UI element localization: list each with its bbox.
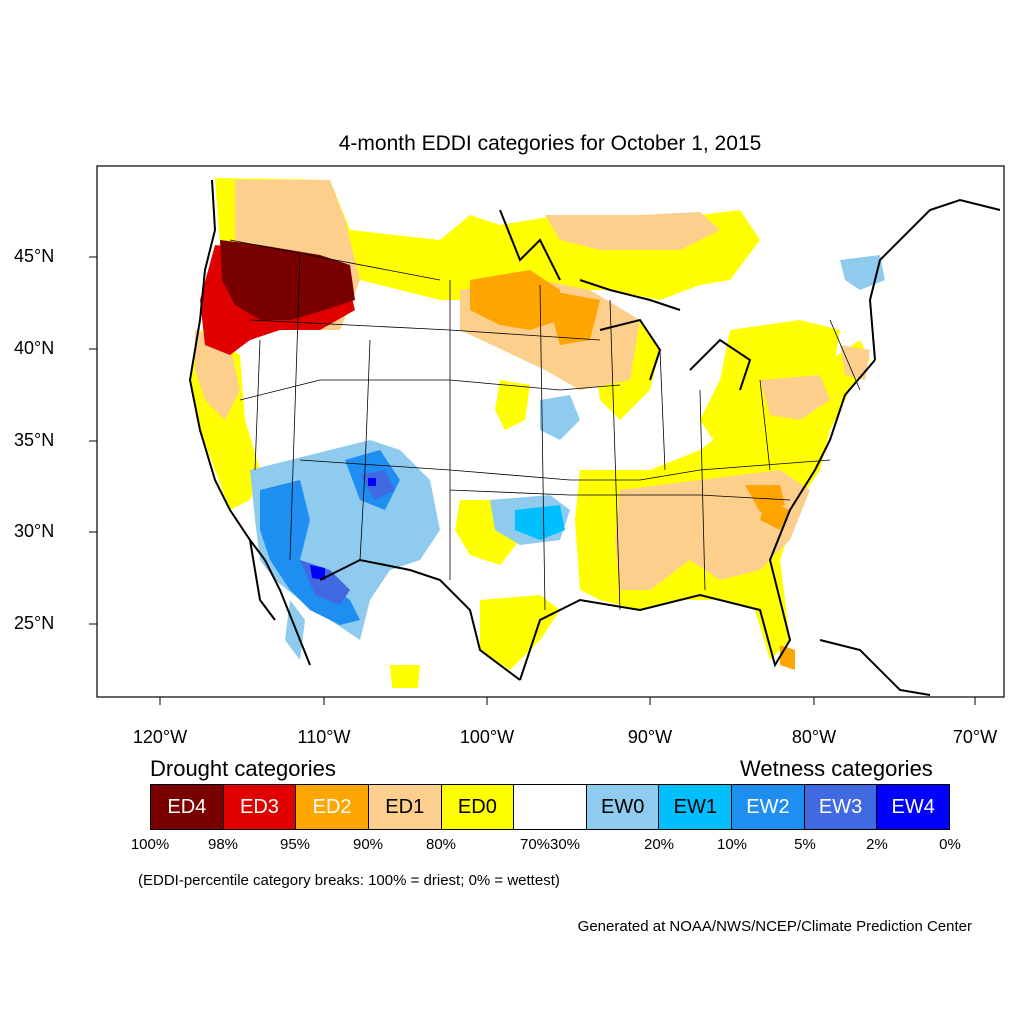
- legend-tick-label: 30%: [549, 836, 581, 853]
- legend-cell-ed0: ED0: [441, 785, 515, 829]
- coastlines: [188, 179, 1001, 696]
- lat-label-30n: 30°N: [14, 521, 55, 541]
- legend-cell-ed3: ED3: [223, 785, 297, 829]
- legend-tick-label: 95%: [279, 836, 311, 853]
- lon-label-100w: 100°W: [459, 727, 515, 747]
- legend-cell-ew3: EW3: [804, 785, 878, 829]
- lat-label-35n: 35°N: [14, 430, 55, 450]
- legend-cell-ew4: EW4: [877, 785, 950, 829]
- lon-label-120w: 120°W: [132, 727, 188, 747]
- category-break-note: (EDDI-percentile category breaks: 100% =…: [138, 872, 560, 889]
- legend-tick-label: 20%: [643, 836, 675, 853]
- ed4-areas: [220, 240, 355, 320]
- legend-wetness-heading: Wetness categories: [740, 756, 933, 781]
- lon-label-80w: 80°W: [791, 727, 837, 747]
- lat-label-40n: 40°N: [14, 338, 55, 358]
- map-frame: [96, 165, 1005, 698]
- legend-cell-ed4: ED4: [151, 785, 224, 829]
- legend-cell-neutral: [514, 785, 587, 829]
- footer-credit: Generated at NOAA/NWS/NCEP/Climate Predi…: [577, 918, 972, 935]
- legend-tick-label: 70%: [519, 836, 551, 853]
- legend-cell-ed1: ED1: [368, 785, 442, 829]
- lat-label-25n: 25°N: [14, 613, 55, 633]
- legend-tick-label: 10%: [716, 836, 748, 853]
- state-boundaries: [229, 239, 861, 611]
- axis-ticks: [89, 256, 976, 705]
- map-plot-area: [188, 178, 1001, 696]
- legend-tick-label: 2%: [866, 836, 888, 853]
- legend-colorbar: ED4 ED3 ED2 ED1 ED0 EW0 EW1 EW2 EW3 EW4: [150, 784, 950, 830]
- legend-tick-label: 100%: [130, 836, 170, 853]
- legend-drought-heading: Drought categories: [150, 756, 336, 781]
- legend-cell-ew2: EW2: [732, 785, 805, 829]
- legend-cell-ew1: EW1: [659, 785, 733, 829]
- legend-tick-label: 5%: [794, 836, 816, 853]
- legend-tick-label: 90%: [352, 836, 384, 853]
- ew1-areas: [515, 505, 565, 540]
- map-title: 4-month EDDI categories for October 1, 2…: [338, 132, 762, 155]
- legend-cell-ew0: EW0: [586, 785, 660, 829]
- legend-tick-label: 0%: [939, 836, 961, 853]
- lon-label-70w: 70°W: [952, 727, 998, 747]
- ew4-areas: [310, 478, 376, 580]
- lat-label-45n: 45°N: [14, 246, 55, 266]
- legend-cell-ed2: ED2: [296, 785, 369, 829]
- lon-label-110w: 110°W: [297, 727, 351, 747]
- legend-tick-label: 98%: [207, 836, 239, 853]
- lon-label-90w: 90°W: [627, 727, 673, 747]
- legend-tick-label: 80%: [425, 836, 457, 853]
